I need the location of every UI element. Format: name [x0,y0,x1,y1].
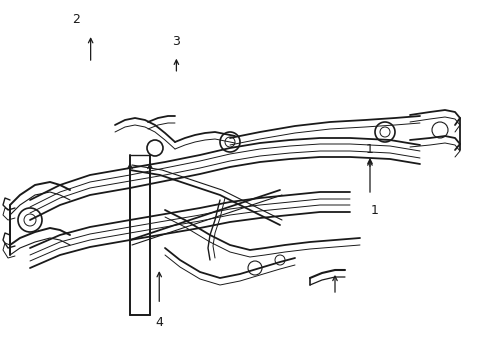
Text: 3: 3 [172,35,180,48]
Text: 4: 4 [155,316,163,329]
Text: 1: 1 [371,203,379,216]
Text: 2: 2 [72,13,80,26]
Text: 1: 1 [366,143,374,156]
